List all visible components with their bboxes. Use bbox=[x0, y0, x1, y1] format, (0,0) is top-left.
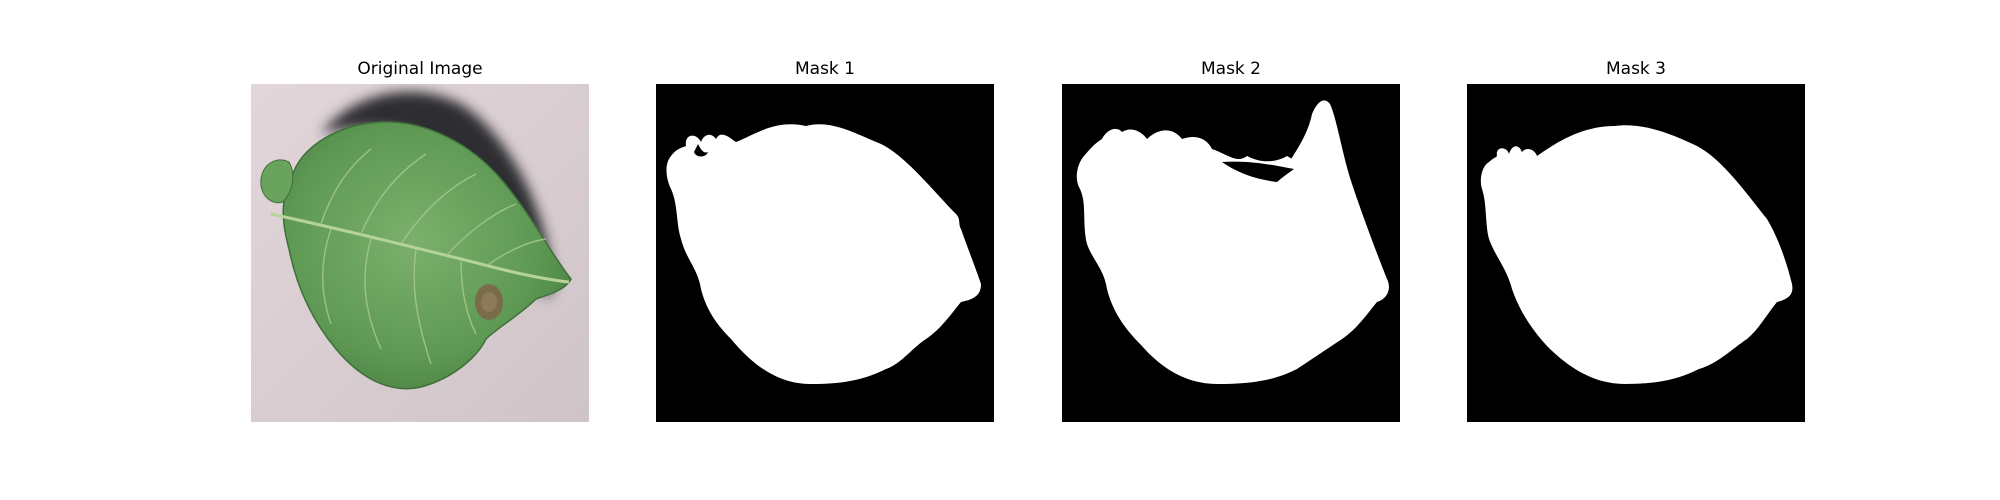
mask-2-gap bbox=[1222, 161, 1294, 182]
leaf-lesion-core bbox=[481, 292, 497, 312]
mask-3-image bbox=[1467, 84, 1805, 422]
panel-title: Mask 3 bbox=[1605, 59, 1666, 79]
mask-1-region bbox=[666, 124, 981, 384]
panel-title: Original Image bbox=[357, 59, 483, 79]
mask-2-image bbox=[1062, 84, 1400, 422]
panel-original-image: Original Image bbox=[251, 58, 589, 422]
original-leaf-photo bbox=[251, 84, 589, 422]
mask-3-region bbox=[1480, 125, 1793, 384]
leaf-midrib bbox=[270, 212, 570, 284]
panel-title: Mask 2 bbox=[1200, 59, 1261, 79]
panel-mask-2: Mask 2 bbox=[1062, 58, 1400, 422]
panel-mask-1: Mask 1 bbox=[656, 58, 994, 422]
leaf-body bbox=[282, 121, 572, 390]
mask-1-notch bbox=[694, 144, 708, 157]
mask-2-region bbox=[1076, 100, 1389, 384]
leaf-lobe bbox=[260, 159, 294, 204]
leaf-shadow bbox=[321, 91, 554, 300]
panel-title: Mask 1 bbox=[794, 59, 855, 79]
leaf-veins bbox=[320, 148, 547, 365]
mask-1-image bbox=[656, 84, 994, 422]
panel-mask-3: Mask 3 bbox=[1467, 58, 1805, 422]
